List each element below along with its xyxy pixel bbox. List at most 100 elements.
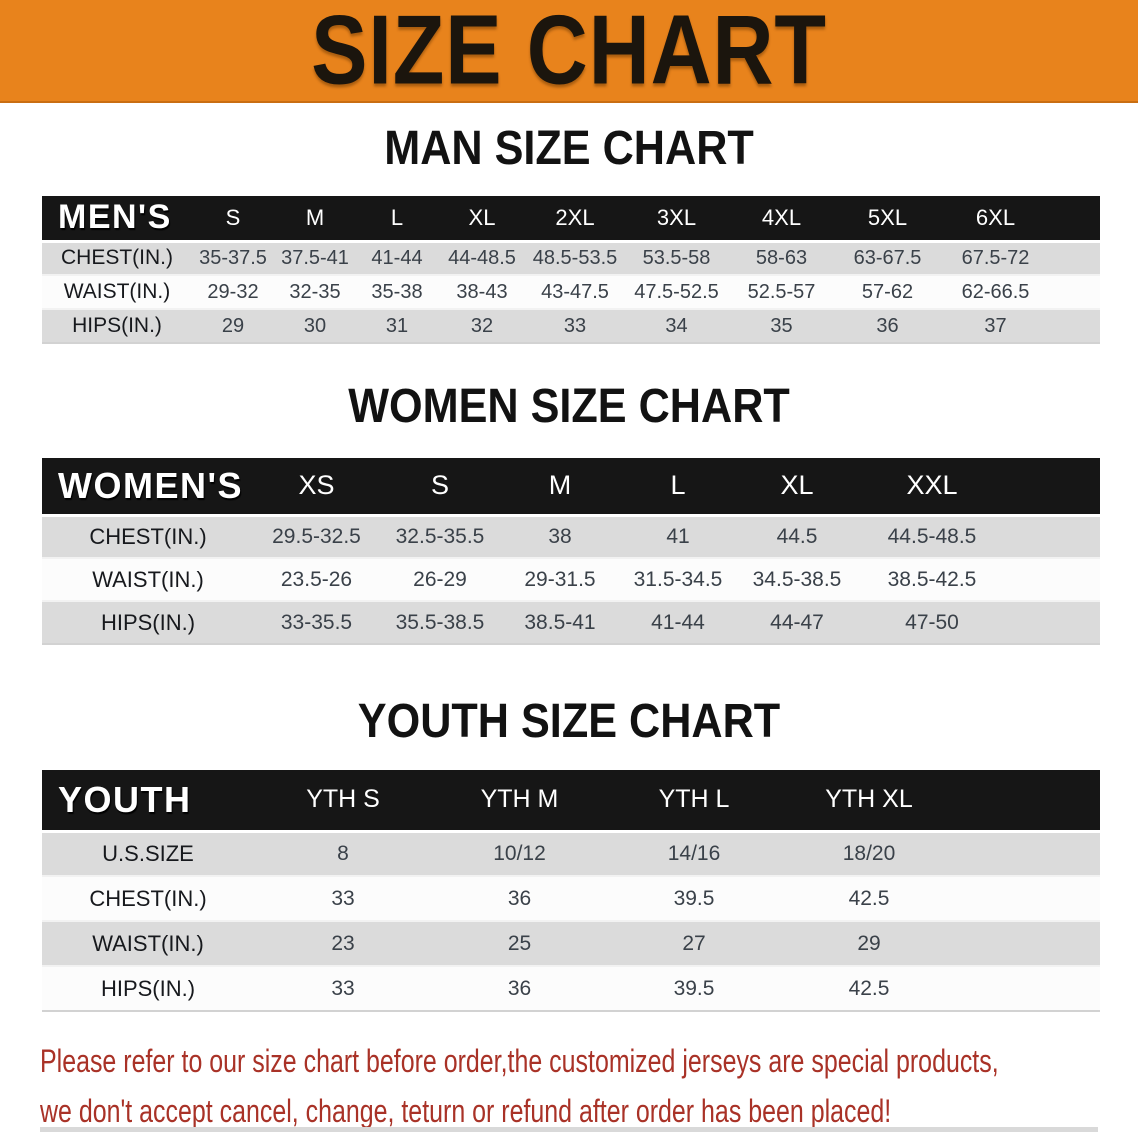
row-spacer [957, 876, 1100, 921]
size-table-header-row: WOMEN'S XS S M L XL XXL [42, 458, 1100, 517]
size-column-header: XXL [857, 458, 1007, 517]
measurement-value: 35-38 [371, 280, 423, 303]
measurement-value: 44-48.5 [448, 246, 516, 269]
measurement-value: 38 [548, 524, 572, 548]
header-spacer [1007, 458, 1100, 517]
size-column-header: M [501, 458, 619, 517]
disclaimer: Please refer to our size chart before or… [40, 1036, 1138, 1136]
size-table: MEN'S S M L XL 2XL 3XL 4XL 5XL 6XL CHEST(IN.) 35-… [42, 196, 1100, 344]
measurement-value: 33 [331, 976, 355, 1000]
row-spacer [1050, 241, 1100, 275]
measurement-value: 30 [303, 314, 327, 337]
measurement-value: 58-63 [755, 246, 808, 269]
measurement-value: 35 [770, 314, 793, 337]
size-table-header-row: MEN'S S M L XL 2XL 3XL 4XL 5XL 6XL [42, 196, 1100, 243]
size-table-corner-label: MEN'S [42, 196, 192, 243]
measurement-value: 14/16 [667, 841, 721, 865]
measurement-value: 31 [385, 314, 409, 337]
measurement-value: 44-47 [770, 610, 824, 634]
section-heading: YOUTH SIZE CHART [357, 695, 781, 748]
measurement-value: 36 [507, 886, 532, 910]
measurement-value: 47.5-52.5 [634, 280, 719, 303]
row-label: CHEST(IN.) [89, 523, 207, 549]
measurement-value: 57-62 [861, 280, 914, 303]
size-table: WOMEN'S XS S M L XL XXL CHEST(IN.) 29.5-32.5 32… [42, 458, 1100, 645]
size-column-header: S [192, 196, 274, 243]
measurement-value: 39.5 [673, 886, 715, 910]
measurement-value: 31.5-34.5 [633, 567, 723, 591]
size-column-header: 6XL [941, 196, 1050, 243]
measurement-value: 37.5-41 [281, 246, 349, 269]
size-column-header: L [356, 196, 438, 243]
row-spacer [1007, 515, 1100, 558]
measurement-value: 25 [507, 931, 532, 955]
section-heading: MAN SIZE CHART [384, 122, 754, 175]
size-section: WOMEN SIZE CHART WOMEN'S XS S M L XL XXL CHES… [0, 379, 1138, 645]
header-spacer [957, 770, 1100, 833]
row-spacer [957, 966, 1100, 1011]
measurement-value: 41-44 [371, 246, 423, 269]
measurement-value: 33-35.5 [280, 610, 353, 634]
measurement-value: 32 [470, 314, 494, 337]
row-label: U.S.SIZE [102, 840, 194, 866]
measurement-value: 38.5-42.5 [887, 567, 977, 591]
size-column-header: YTH S [254, 770, 432, 833]
banner: SIZE CHART [0, 0, 1138, 103]
size-table-header-row: YOUTH YTH S YTH M YTH L YTH XL [42, 770, 1100, 833]
measurement-value: 41-44 [651, 610, 705, 634]
row-spacer [1050, 309, 1100, 343]
measurement-row: CHEST(IN.) 35-37.5 37.5-41 41-44 44-48.5 48.5… [42, 241, 1100, 275]
measurement-value: 29.5-32.5 [272, 524, 361, 548]
measurement-row: HIPS(IN.) 33 36 39.5 42.5 [42, 966, 1100, 1011]
measurement-value: 38.5-41 [524, 610, 596, 634]
measurement-value: 42.5 [848, 886, 890, 910]
row-label: HIPS(IN.) [72, 314, 162, 337]
header-spacer [1050, 196, 1100, 243]
size-section: MAN SIZE CHART MEN'S S M L XL 2XL 3XL 4XL 5XL 6X… [0, 121, 1138, 344]
size-column-header: XL [737, 458, 857, 517]
measurement-value: 8 [337, 841, 349, 865]
measurement-row: HIPS(IN.) 33-35.5 35.5-38.5 38.5-41 41-44 44-… [42, 601, 1100, 644]
size-column-header: S [379, 458, 501, 517]
size-column-header: YTH XL [781, 770, 957, 833]
size-column-header: 2XL [526, 196, 624, 243]
measurement-value: 67.5-72 [961, 246, 1030, 269]
measurement-value: 44.5-48.5 [887, 524, 977, 548]
row-label: WAIST(IN.) [63, 280, 171, 303]
row-spacer [1050, 275, 1100, 309]
measurement-value: 29 [857, 931, 881, 955]
row-label: HIPS(IN.) [100, 975, 196, 1001]
measurement-value: 27 [682, 931, 706, 955]
size-column-header: 5XL [834, 196, 941, 243]
disclaimer-line-2: we don't accept cancel, change, teturn o… [40, 1093, 892, 1129]
measurement-value: 41 [666, 524, 690, 548]
row-spacer [957, 831, 1100, 876]
size-column-header: M [274, 196, 356, 243]
row-label: HIPS(IN.) [100, 609, 196, 635]
measurement-value: 36 [507, 976, 532, 1000]
measurement-value: 38-43 [456, 280, 508, 303]
row-spacer [1007, 558, 1100, 601]
measurement-value: 32.5-35.5 [395, 524, 485, 548]
measurement-value: 10/12 [493, 841, 546, 865]
size-column-header: L [619, 458, 737, 517]
measurement-row: WAIST(IN.) 23.5-26 26-29 29-31.5 31.5-34.5 34… [42, 558, 1100, 601]
row-label: WAIST(IN.) [92, 566, 204, 592]
row-label: CHEST(IN.) [61, 246, 173, 270]
measurement-value: 33 [563, 314, 587, 337]
measurement-row: HIPS(IN.) 29 30 31 32 33 34 35 36 37 [42, 309, 1100, 343]
section-heading: WOMEN SIZE CHART [348, 380, 790, 433]
measurement-value: 34.5-38.5 [752, 567, 842, 591]
measurement-value: 23 [331, 931, 355, 955]
measurement-value: 29 [221, 314, 245, 337]
row-spacer [957, 921, 1100, 966]
page-title: SIZE CHART [311, 0, 827, 105]
measurement-value: 35-37.5 [199, 246, 267, 269]
measurement-value: 23.5-26 [280, 567, 353, 591]
row-label: CHEST(IN.) [89, 885, 207, 911]
measurement-value: 47-50 [905, 610, 959, 634]
measurement-value: 42.5 [848, 976, 890, 1000]
measurement-value: 43-47.5 [541, 280, 609, 303]
measurement-value: 33 [331, 886, 355, 910]
measurement-value: 29-31.5 [524, 567, 596, 591]
